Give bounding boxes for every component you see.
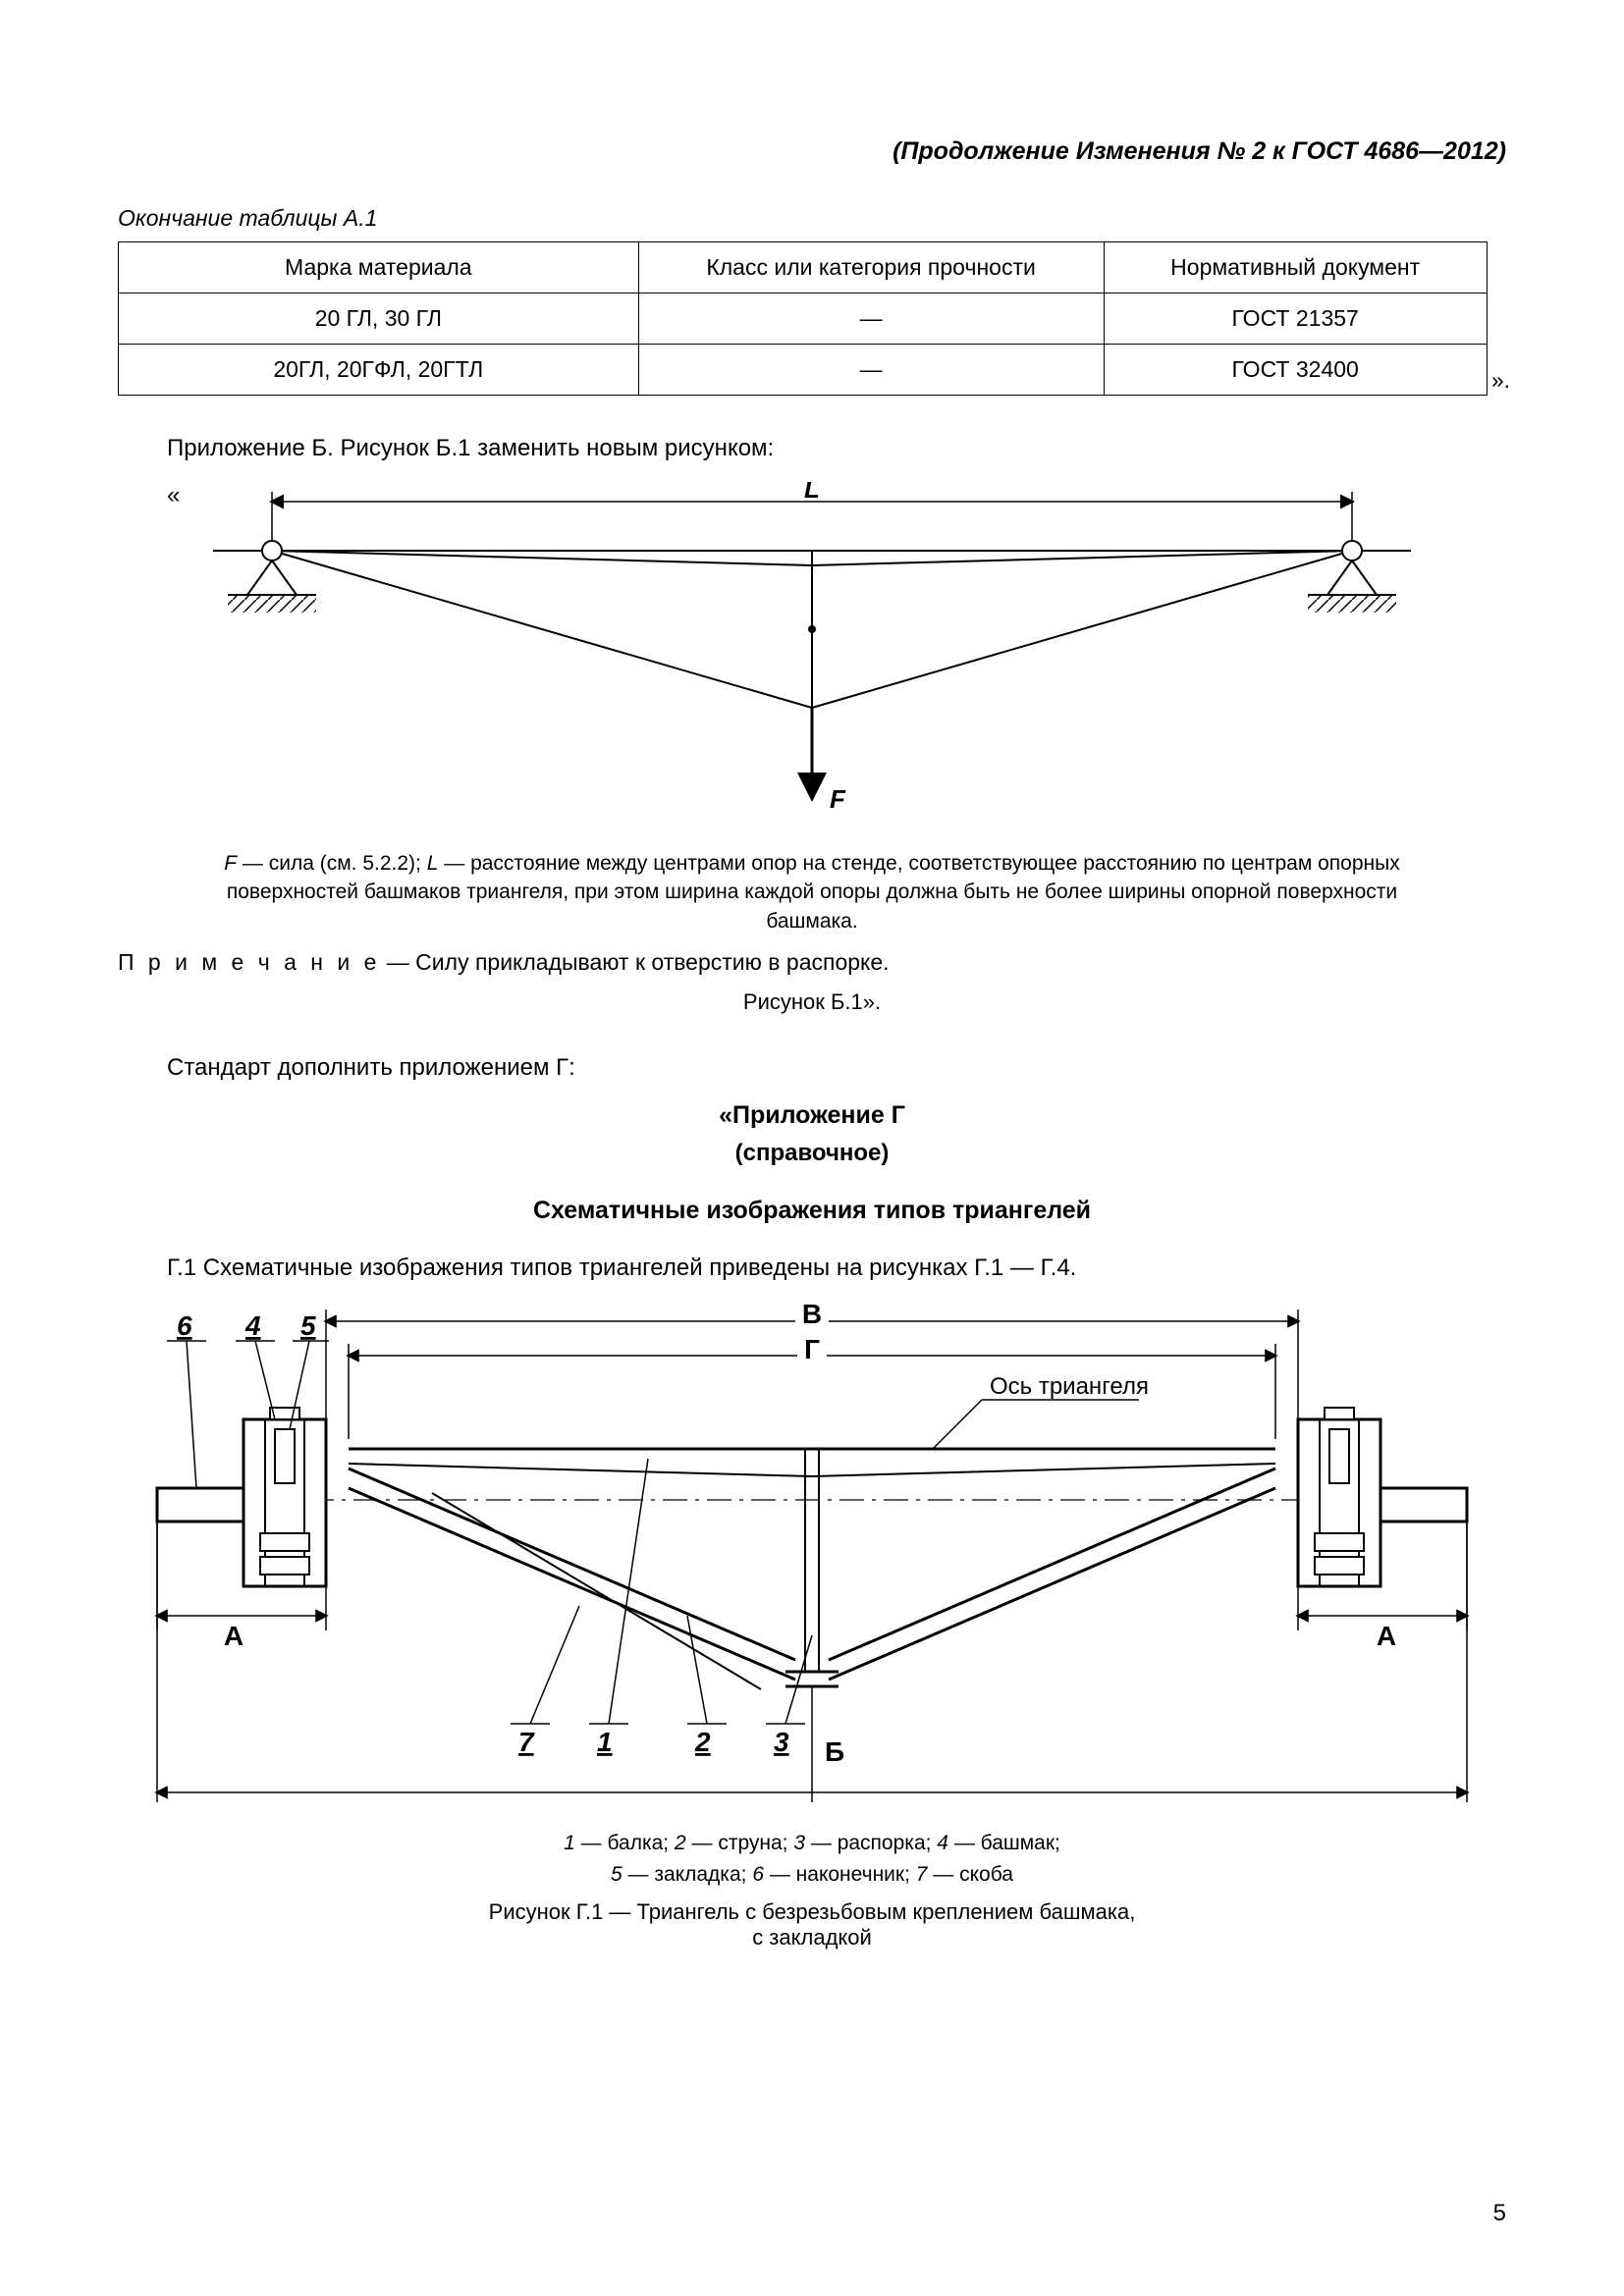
label-F: F (830, 784, 846, 814)
th-material: Марка материала (119, 242, 639, 294)
cell: ГОСТ 21357 (1104, 294, 1487, 345)
open-quote: « (167, 482, 180, 509)
table-row: 20 ГЛ, 30 ГЛ — ГОСТ 21357 (119, 294, 1488, 345)
right-shoe (1298, 1408, 1467, 1586)
cell: 20ГЛ, 20ГФЛ, 20ГТЛ (119, 345, 639, 396)
dim-G: Г (804, 1334, 820, 1364)
svg-text:L: L (804, 482, 820, 504)
cell: 20 ГЛ, 30 ГЛ (119, 294, 639, 345)
cell: ГОСТ 32400 (1104, 345, 1487, 396)
figure-g1-legend: 1 — балка; 2 — струна; 3 — распорка; 4 —… (118, 1828, 1506, 1890)
figure-b1-caption: Рисунок Б.1». (118, 989, 1506, 1015)
dim-B: В (802, 1302, 822, 1329)
callout-7: 7 (518, 1727, 535, 1757)
cell: — (638, 294, 1104, 345)
th-doc: Нормативный документ (1104, 242, 1487, 294)
note-label: П р и м е ч а н и е (118, 949, 380, 975)
left-shoe (157, 1408, 326, 1586)
doc-header: (Продолжение Изменения № 2 к ГОСТ 4686—2… (118, 137, 1506, 166)
appendix-b-intro: Приложение Б. Рисунок Б.1 заменить новым… (118, 435, 1506, 462)
axis-label: Ось триангеля (990, 1373, 1149, 1400)
figure-g1-caption: Рисунок Г.1 — Триангель с безрезьбовым к… (118, 1899, 1506, 1950)
dim-A-right: А (1377, 1621, 1396, 1651)
dim-Bottom-B: Б (825, 1736, 844, 1767)
dim-A-left: А (224, 1621, 244, 1651)
table-end-caption: Окончание таблицы А.1 (118, 205, 1506, 232)
figure-b1-note: П р и м е ч а н и е — Силу прикладывают … (118, 949, 1506, 976)
appendix-g-title2: (справочное) (118, 1140, 1506, 1167)
page-number: 5 (1493, 2200, 1506, 2227)
appendix-g-intro: Стандарт дополнить приложением Г: (118, 1054, 1506, 1082)
callout-4: 4 (244, 1310, 261, 1341)
table-close-quote: ». (1491, 367, 1510, 394)
note-text: — Силу прикладывают к отверстию в распор… (380, 949, 889, 975)
page: (Продолжение Изменения № 2 к ГОСТ 4686—2… (0, 0, 1624, 2296)
callout-2: 2 (694, 1727, 711, 1757)
callout-1: 1 (597, 1727, 613, 1757)
th-strength: Класс или категория прочности (638, 242, 1104, 294)
figure-b1-wrap: « L L (118, 482, 1506, 835)
materials-table: Марка материала Класс или категория проч… (118, 241, 1488, 396)
cell: — (638, 345, 1104, 396)
appendix-g-title1: «Приложение Г (118, 1101, 1506, 1130)
figure-b1-svg: L L (174, 482, 1450, 835)
callout-3: 3 (774, 1727, 789, 1757)
figure-b1-desc: F — сила (см. 5.2.2); L — расстояние меж… (223, 849, 1401, 935)
table-header-row: Марка материала Класс или категория проч… (119, 242, 1488, 294)
appendix-g-para: Г.1 Схематичные изображения типов трианг… (118, 1255, 1506, 1282)
table-row: 20ГЛ, 20ГФЛ, 20ГТЛ — ГОСТ 32400 (119, 345, 1488, 396)
figure-g1-svg: В Г Ось триангеля (118, 1302, 1506, 1812)
callout-5: 5 (300, 1310, 316, 1341)
callout-6: 6 (177, 1310, 192, 1341)
appendix-g-heading: Схематичные изображения типов триангелей (118, 1197, 1506, 1225)
